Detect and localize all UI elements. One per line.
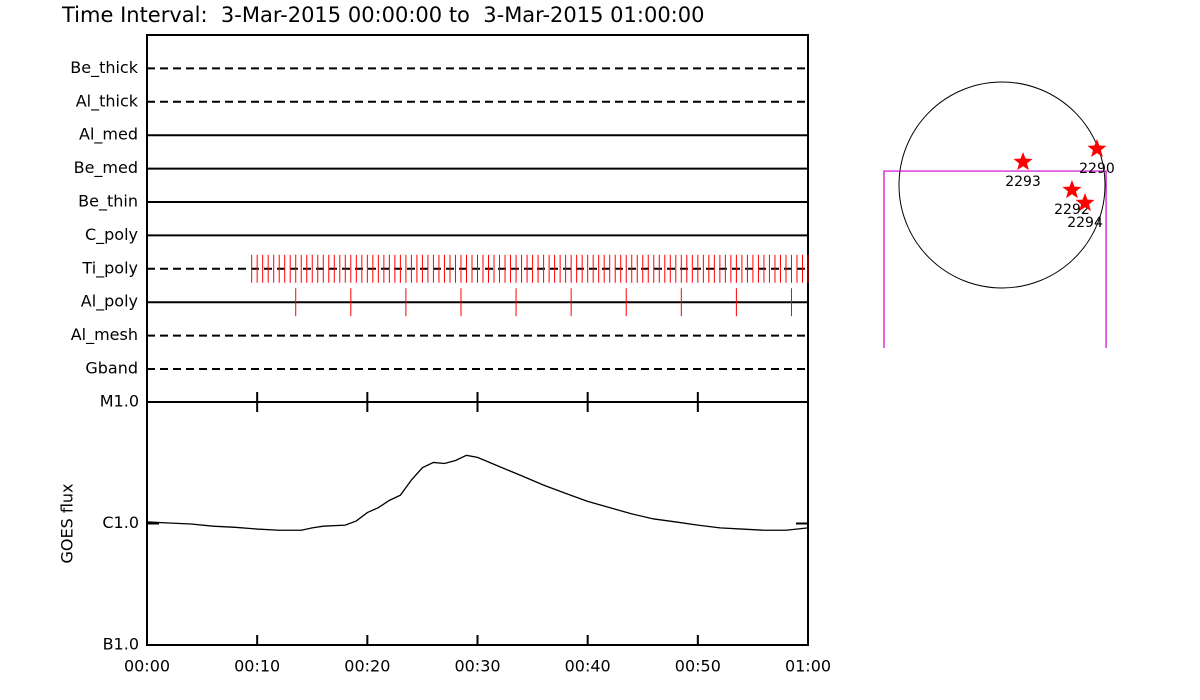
goes-curve <box>146 454 809 531</box>
region-label: 2294 <box>1067 215 1103 231</box>
filter-label: Ti_poly <box>81 258 138 278</box>
y-axis-label: GOES flux <box>58 483 77 563</box>
filter-label: C_poly <box>85 225 138 245</box>
x-tick-label: 00:40 <box>565 657 611 676</box>
region-star <box>1062 180 1082 199</box>
y-tick-label: C1.0 <box>102 513 139 532</box>
filter-label: Be_med <box>74 158 138 178</box>
filter-label: Al_mesh <box>71 325 138 345</box>
title: Time Interval: 3-Mar-2015 00:00:00 to 3-… <box>61 3 704 27</box>
region-star <box>1013 152 1033 171</box>
filter-label: Al_thick <box>76 91 139 111</box>
x-tick-label: 00:10 <box>234 657 280 676</box>
filter-label: Al_med <box>79 125 138 145</box>
field-of-view <box>883 170 1107 349</box>
region-star <box>1075 193 1095 212</box>
timeline-frame <box>146 34 809 403</box>
x-tick-label: 00:20 <box>344 657 390 676</box>
goes-frame <box>146 401 809 646</box>
solar-disk <box>898 81 1106 289</box>
y-tick-label: M1.0 <box>100 392 139 411</box>
region-label: 2290 <box>1079 161 1115 177</box>
x-tick-label: 01:00 <box>785 657 831 676</box>
x-tick-label: 00:30 <box>454 657 500 676</box>
x-tick-label: 00:00 <box>124 657 170 676</box>
filter-label: Al_poly <box>81 292 138 312</box>
region-star <box>1087 138 1107 158</box>
y-tick-label: B1.0 <box>103 635 139 654</box>
filter-label: Be_thin <box>78 192 138 212</box>
region-label: 2293 <box>1005 174 1041 190</box>
filter-label: Be_thick <box>70 58 138 78</box>
filter-label: Gband <box>85 359 138 378</box>
x-tick-label: 00:50 <box>675 657 721 676</box>
